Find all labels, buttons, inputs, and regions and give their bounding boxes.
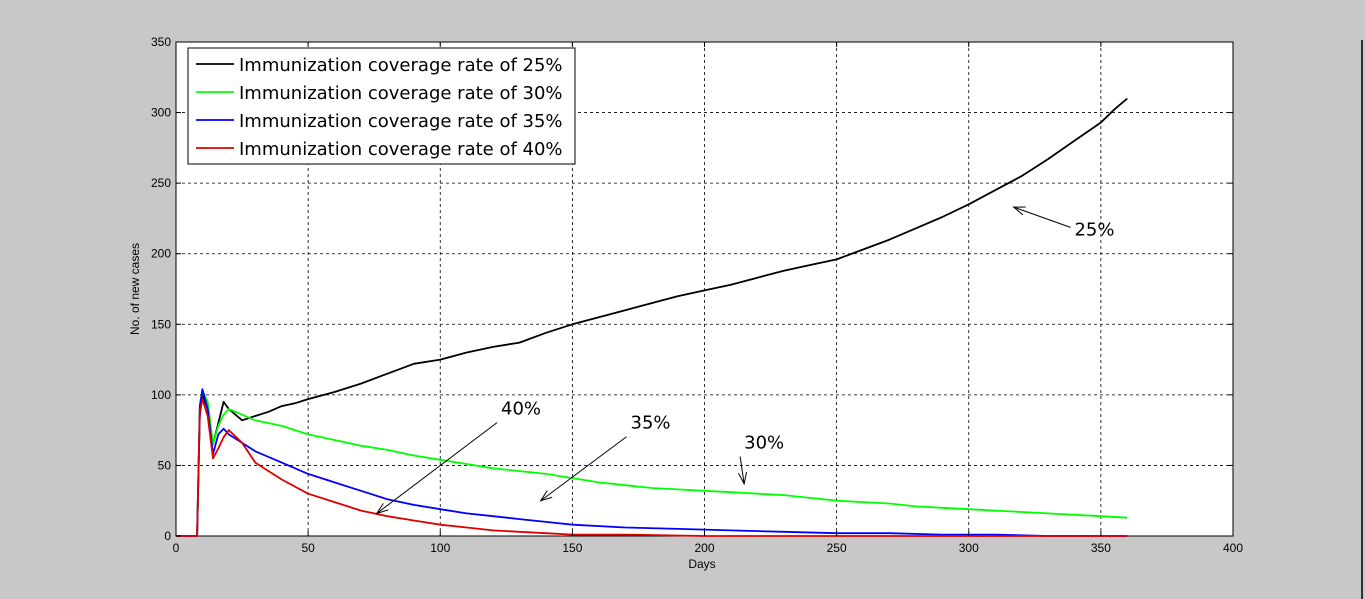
legend-label-0: Immunization coverage rate of 25% [239, 55, 563, 76]
y-tick-label: 350 [151, 35, 171, 49]
annotation-label-2: 35% [631, 413, 671, 434]
y-tick-label: 0 [164, 529, 171, 543]
legend-box [187, 47, 576, 165]
x-tick-label: 150 [562, 541, 582, 555]
x-axis-label: Days [688, 557, 715, 571]
series-line-2 [176, 388, 1128, 537]
annotation-label-1: 30% [744, 432, 784, 453]
y-tick-label: 200 [151, 247, 171, 261]
y-tick-label: 50 [158, 458, 172, 472]
annotation-arrowhead-1 [737, 471, 748, 486]
annotation-arrowhead-2 [539, 490, 553, 502]
legend-label-3: Immunization coverage rate of 40% [239, 139, 563, 160]
x-tick-label: 50 [301, 541, 315, 555]
x-tick-label: 0 [173, 541, 180, 555]
y-tick-label: 100 [151, 388, 171, 402]
series-line-3 [176, 398, 1128, 537]
annotation-arrow-3 [376, 422, 498, 514]
x-tick-label: 350 [1091, 541, 1111, 555]
annotation-arrowhead-0 [1012, 206, 1026, 216]
y-tick-label: 300 [151, 106, 171, 120]
annotations: 25% 30% 35% 40% [375, 206, 1114, 515]
x-tick-label: 200 [694, 541, 714, 555]
x-tick-label: 100 [430, 541, 450, 555]
legend: Immunization coverage rate of 25% Immuniz… [187, 47, 576, 165]
annotation-arrowhead-3 [375, 503, 389, 515]
annotation-arrow-0 [1013, 206, 1071, 228]
grid [176, 42, 1233, 536]
annotation-arrow-1 [739, 456, 745, 484]
series-line-1 [176, 389, 1128, 537]
legend-label-1: Immunization coverage rate of 30% [239, 83, 563, 104]
y-tick-label: 250 [151, 176, 171, 190]
axis-ticks: 0 50 100 150 200 250 300 350 400 0 50 100 150 200 250 3… [151, 35, 1243, 555]
y-tick-label: 150 [151, 317, 171, 331]
x-tick-label: 300 [959, 541, 979, 555]
annotation-label-3: 40% [501, 399, 541, 420]
annotation-arrow-2 [540, 436, 627, 502]
series-lines [176, 97, 1128, 537]
x-tick-label: 400 [1223, 541, 1243, 555]
legend-label-2: Immunization coverage rate of 35% [239, 111, 563, 132]
annotation-label-0: 25% [1074, 219, 1114, 240]
x-tick-label: 250 [827, 541, 847, 555]
series-line-0 [176, 97, 1128, 537]
y-axis-label: No. of new cases [128, 243, 142, 335]
